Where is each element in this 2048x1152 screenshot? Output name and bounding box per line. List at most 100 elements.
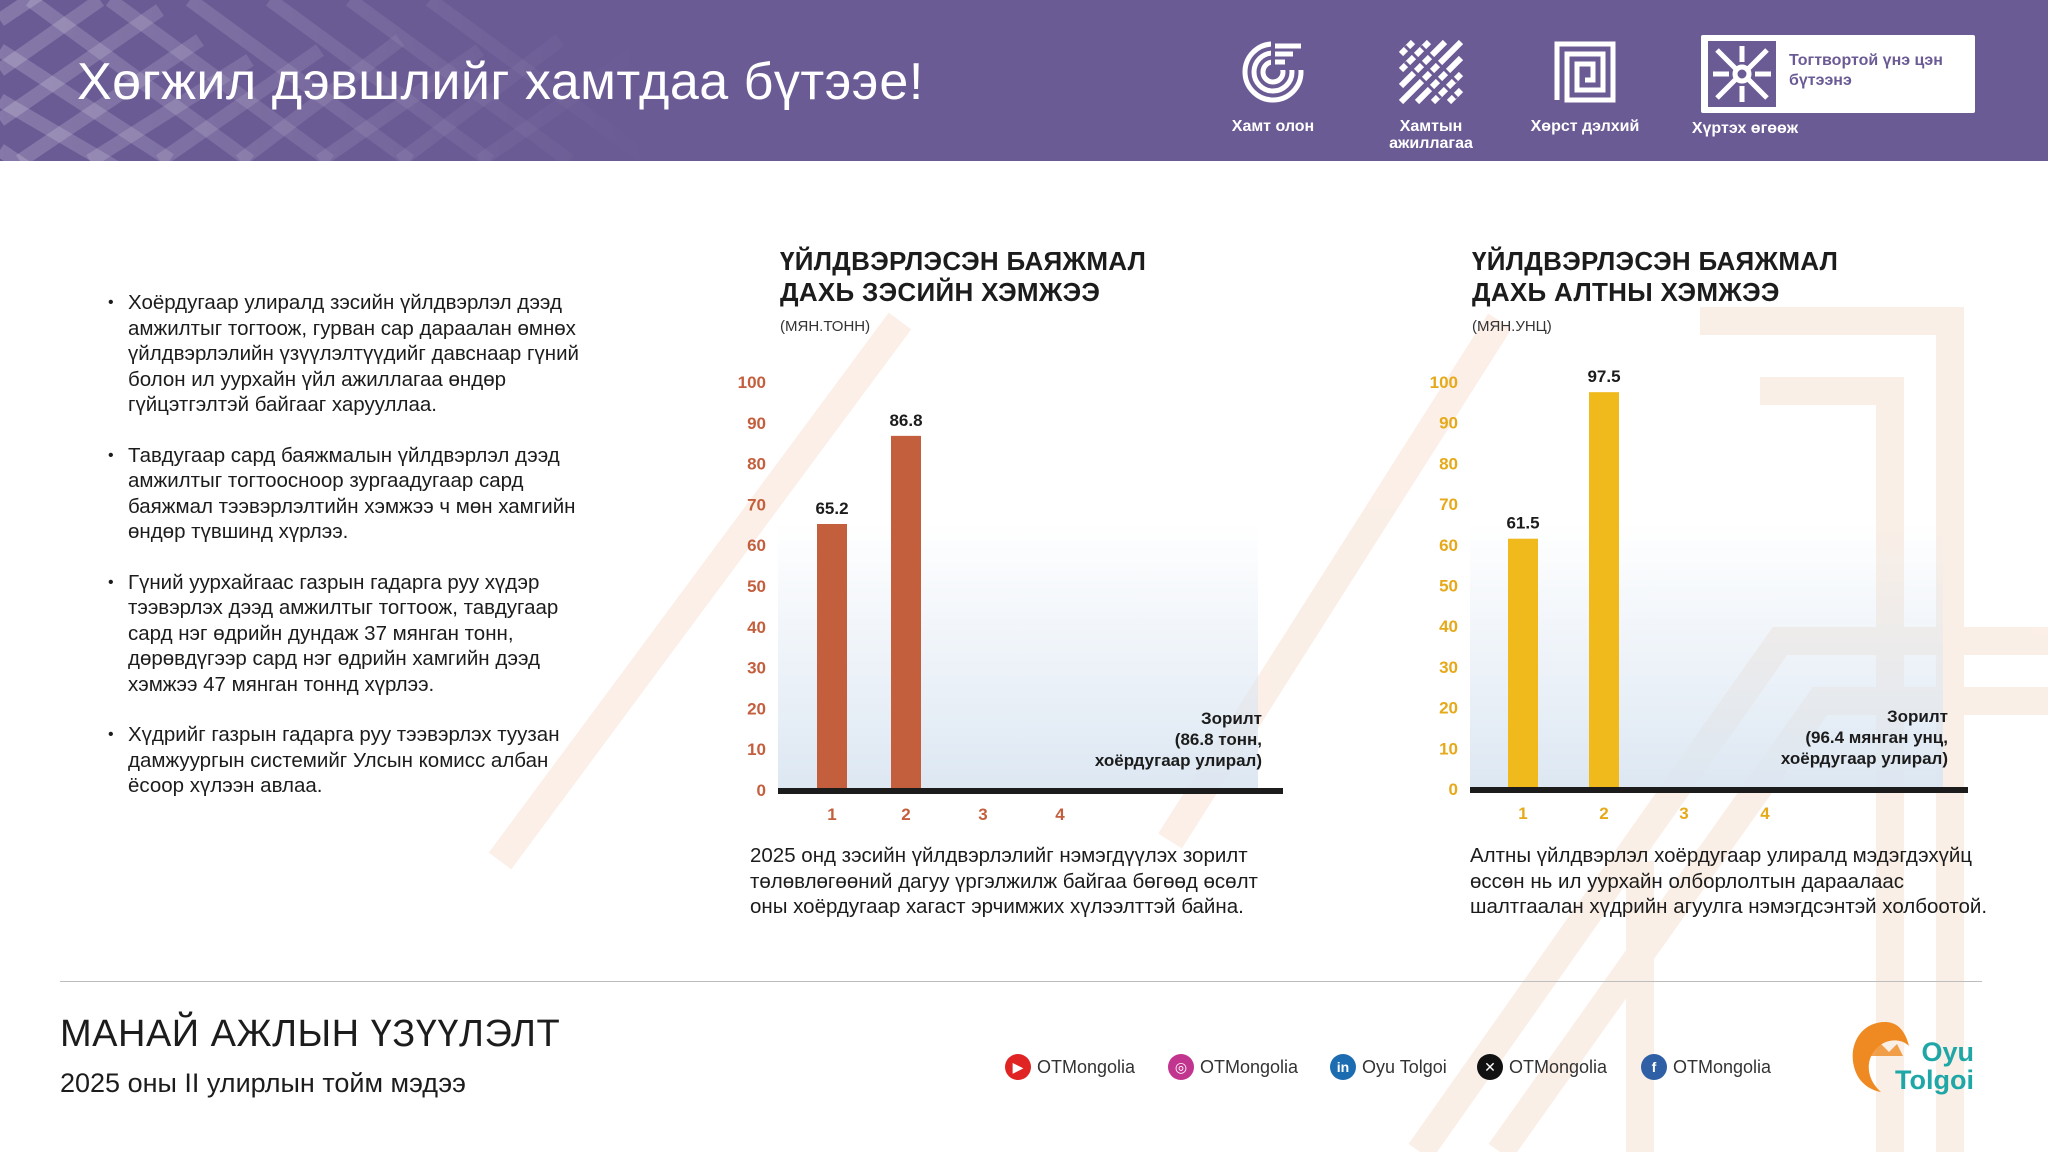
data-label: 65.2 (815, 499, 848, 518)
list-item: Хоёрдугаар улиралд зэсийн үйлдвэрлэл дээ… (108, 290, 588, 418)
x-tick-label: 1 (827, 805, 836, 824)
value-box: Тогтвортой үнэ цэн бүтээнэ (1701, 35, 1975, 113)
y-tick-label: 50 (1439, 577, 1458, 596)
x-tick-label: 4 (1055, 805, 1065, 824)
highlights-list: Хоёрдугаар улиралд зэсийн үйлдвэрлэл дээ… (108, 290, 588, 824)
linkedin-icon: in (1330, 1054, 1356, 1080)
x-icon: ✕ (1477, 1054, 1503, 1080)
social-linkedin[interactable]: in Oyu Tolgoi (1330, 1053, 1447, 1081)
swirl-pattern-icon (1708, 41, 1776, 107)
x-tick-label: 2 (1599, 804, 1608, 823)
y-tick-label: 70 (1439, 495, 1458, 514)
header-banner: Хөгжил дэвшлийг хамтдаа бүтээе! Хамт оло… (0, 0, 2048, 161)
chart-title: ҮЙЛДВЭРЛЭСЭН БАЯЖМАЛ ДАХЬ ЗЭСИЙН ХЭМЖЭЭ (780, 246, 1147, 307)
target-annotation: хоёрдугаар улирал) (1095, 751, 1262, 770)
list-item: Хүдрийг газрын гадарга руу тээвэрлэх туу… (108, 722, 588, 799)
copper-chart: 0 10 20 30 40 50 60 70 80 90 100 65.2 1 86.8 2 3 4 Зорилт… (738, 373, 1283, 824)
list-item: Гүний уурхайгаас газрын гадарга руу хүдэ… (108, 570, 588, 698)
y-tick-label: 20 (1439, 699, 1458, 718)
youtube-icon: ▶ (1005, 1054, 1031, 1080)
value-label: Хамтын ажиллагаа (1389, 118, 1473, 152)
chart-unit: (МЯН.ТОНН) (780, 318, 871, 335)
social-instagram[interactable]: ◎ OTMongolia (1168, 1053, 1298, 1081)
social-label: OTMongolia (1200, 1056, 1299, 1077)
y-tick-label: 10 (1439, 739, 1458, 758)
y-tick-label: 90 (1439, 414, 1458, 433)
plot-area (778, 522, 1258, 790)
logo-text: Oyu Tolgoi (1895, 1038, 1974, 1094)
target-annotation: (96.4 мянган унц, (1805, 728, 1948, 747)
data-label: 61.5 (1506, 514, 1539, 533)
oyu-tolgoi-logo (1852, 1022, 1909, 1092)
y-tick-label: 50 (747, 577, 766, 596)
bar (1508, 538, 1538, 787)
y-tick-label: 100 (1430, 373, 1458, 392)
target-annotation: Зорилт (1201, 709, 1262, 728)
x-tick-label: 2 (901, 805, 910, 824)
plot-area (1470, 522, 1943, 789)
footer-subtitle: 2025 оны II улирлын тойм мэдээ (60, 1068, 466, 1098)
y-tick-label: 80 (747, 455, 766, 474)
value-item-cooperation: Хамтын ажиллагаа (1356, 40, 1506, 152)
y-tick-label: 90 (747, 414, 766, 433)
y-tick-label: 10 (747, 740, 766, 759)
gold-chart: 0 10 20 30 40 50 60 70 80 90 100 61.5 1 97.5 2 3 4 Зорилт… (1430, 367, 1968, 823)
weave-pattern-icon (1399, 40, 1463, 104)
list-item: Тавдугаар сард баяжмалын үйлдвэрлэл дээд… (108, 443, 588, 545)
facebook-icon: f (1641, 1054, 1667, 1080)
y-tick-label: 40 (747, 618, 766, 637)
header-pattern (0, 0, 655, 161)
y-tick-label: 0 (757, 781, 766, 800)
logo-line-2: Tolgoi (1895, 1065, 1974, 1095)
social-label: OTMongolia (1673, 1056, 1772, 1077)
instagram-icon: ◎ (1168, 1054, 1194, 1080)
y-tick-label: 30 (1439, 658, 1458, 677)
x-tick-label: 3 (978, 805, 987, 824)
y-tick-label: 40 (1439, 617, 1458, 636)
value-box-text: Тогтвортой үнэ цэн бүтээнэ (1789, 52, 1943, 89)
y-tick-label: 60 (1439, 536, 1458, 555)
y-tick-label: 70 (747, 495, 766, 514)
value-label: Хүртэх өгөөж (1691, 120, 1799, 137)
y-tick-label: 30 (747, 659, 766, 678)
x-tick-label: 3 (1679, 804, 1688, 823)
value-label: Хөрст дэлхий (1530, 118, 1640, 135)
y-tick-label: 80 (1439, 454, 1458, 473)
x-tick-label: 4 (1760, 804, 1770, 823)
footer-divider (60, 981, 1982, 982)
y-tick-label: 0 (1449, 780, 1458, 799)
bar (817, 523, 847, 788)
chart-description: 2025 онд зэсийн үйлдвэрлэлийг нэмэгдүүлэ… (750, 844, 1258, 918)
y-tick-label: 20 (747, 699, 766, 718)
value-label: Хамт олон (1231, 118, 1315, 135)
social-label: OTMongolia (1037, 1056, 1136, 1077)
x-axis-line (778, 788, 1283, 794)
footer-title: МАНАЙ АЖЛЫН ҮЗҮҮЛЭЛТ (60, 1013, 561, 1055)
square-spiral-icon (1554, 41, 1616, 103)
value-item-community: Хамт олон (1198, 40, 1348, 135)
bar (891, 435, 921, 788)
y-tick-label: 60 (747, 536, 766, 555)
chart-description: Алтны үйлдвэрлэл хоёрдугаар улиралд мэдэ… (1470, 844, 1988, 918)
circle-pattern-icon (1242, 40, 1305, 103)
social-facebook[interactable]: f OTMongolia (1641, 1053, 1771, 1081)
social-x[interactable]: ✕ OTMongolia (1477, 1053, 1607, 1081)
target-annotation: хоёрдугаар улирал) (1781, 749, 1948, 768)
data-label: 86.8 (889, 411, 922, 430)
data-label: 97.5 (1587, 367, 1620, 386)
chart-unit: (МЯН.УНЦ) (1472, 318, 1552, 335)
value-item-earth: Хөрст дэлхий (1510, 40, 1660, 135)
chart-title: ҮЙЛДВЭРЛЭСЭН БАЯЖМАЛ ДАХЬ АЛТНЫ ХЭМЖЭЭ (1472, 246, 1839, 307)
y-tick-label: 100 (738, 373, 766, 392)
target-annotation: (86.8 тонн, (1175, 730, 1262, 749)
header-title: Хөгжил дэвшлийг хамтдаа бүтээе! (77, 53, 924, 111)
x-tick-label: 1 (1518, 804, 1527, 823)
x-axis-line (1470, 787, 1968, 793)
social-label: Oyu Tolgoi (1362, 1056, 1447, 1077)
social-youtube[interactable]: ▶ OTMongolia (1005, 1053, 1135, 1081)
bar (1589, 392, 1619, 787)
target-annotation: Зорилт (1887, 707, 1948, 726)
logo-line-1: Oyu (1921, 1037, 1974, 1067)
social-label: OTMongolia (1509, 1056, 1608, 1077)
